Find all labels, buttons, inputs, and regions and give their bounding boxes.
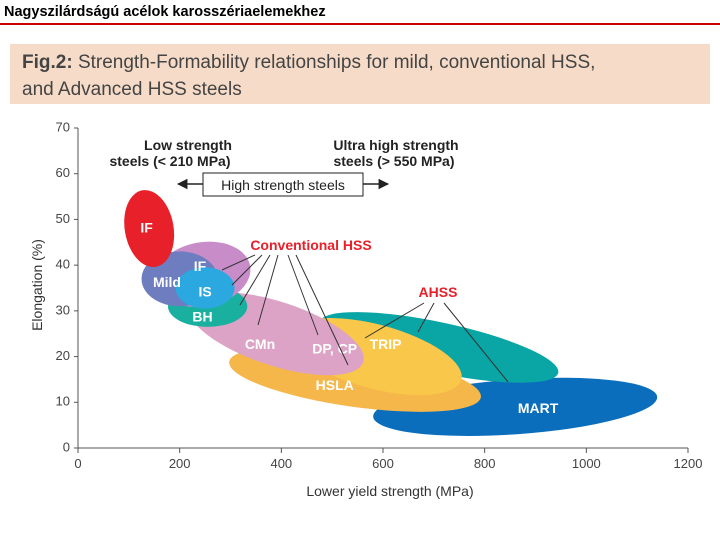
conventional-hss-label: Conventional HSS	[250, 237, 371, 253]
y-tick-label-0: 0	[63, 439, 70, 454]
region-label-is-8: IS	[198, 283, 211, 299]
figure-caption-line-2: and Advanced HSS steels	[22, 79, 242, 100]
conventional-hss-leaders	[221, 254, 349, 366]
region-if-9	[124, 190, 175, 268]
y-tick-label-2: 20	[56, 348, 70, 363]
x-tick-label-0: 0	[74, 456, 81, 471]
ultra-high-strength-label: Ultra high strength	[333, 137, 458, 153]
hss-label: High strength steels	[221, 177, 345, 193]
figure-caption-line-1: Fig.2: Strength-Formability relationship…	[22, 52, 595, 74]
region-label-bh-5: BH	[192, 308, 212, 324]
y-tick-label-1: 10	[56, 394, 70, 409]
region-label-trip-1: TRIP	[370, 336, 402, 352]
hss-label-box	[202, 172, 364, 197]
region-is-8	[175, 267, 235, 309]
regions-layer	[124, 190, 658, 436]
region-label-if-9: IF	[140, 219, 153, 235]
y-tick-label-6: 60	[56, 165, 70, 180]
x-tick-label-6: 1200	[674, 456, 703, 471]
ahss-label: AHSS	[419, 284, 458, 300]
ultra-high-strength-range-label: steels (> 550 MPa)	[333, 153, 454, 169]
region-label-hsla-2: HSLA	[316, 377, 354, 393]
x-tick-label-1: 200	[169, 456, 191, 471]
region-label-mild-7: Mild	[153, 274, 181, 290]
y-tick-label-7: 70	[56, 119, 70, 134]
region-label-mart-0: MART	[518, 400, 559, 416]
figure-caption-text-1: Strength-Formability relationships for m…	[77, 52, 596, 73]
x-tick-label-3: 600	[372, 456, 394, 471]
region-label-cmn-4: CMn	[245, 336, 275, 352]
region-label-if-6: IF	[194, 258, 207, 274]
region-label-dp-cp-3: DP, CP	[312, 340, 357, 356]
y-axis-label: Elongation (%)	[29, 239, 45, 331]
y-tick-label-5: 50	[56, 211, 70, 226]
region-labels-layer: MART TRIP HSLA DP, CP CMn BH IF Mild IS IF	[140, 219, 558, 416]
low-strength-label: Low strength	[144, 137, 232, 153]
slide-title: Nagyszilárdságú acélok karosszériaelemek…	[4, 4, 326, 20]
ticks-layer: 0 200 400 600 800 1000 1200 0 10 20 30 40 50 60 70	[56, 119, 703, 471]
x-tick-label-2: 400	[270, 456, 292, 471]
figure-caption-box: Fig.2: Strength-Formability relationship…	[10, 44, 710, 104]
x-axis-label: Lower yield strength (MPa)	[306, 483, 473, 499]
x-tick-label-4: 800	[474, 456, 496, 471]
figure-label: Fig.2:	[22, 52, 73, 73]
y-tick-label-4: 40	[56, 257, 70, 272]
title-underline	[0, 23, 720, 25]
ahss-leaders	[364, 302, 509, 383]
y-tick-label-3: 30	[56, 302, 70, 317]
low-strength-range-label: steels (< 210 MPa)	[109, 153, 230, 169]
x-tick-label-5: 1000	[572, 456, 601, 471]
